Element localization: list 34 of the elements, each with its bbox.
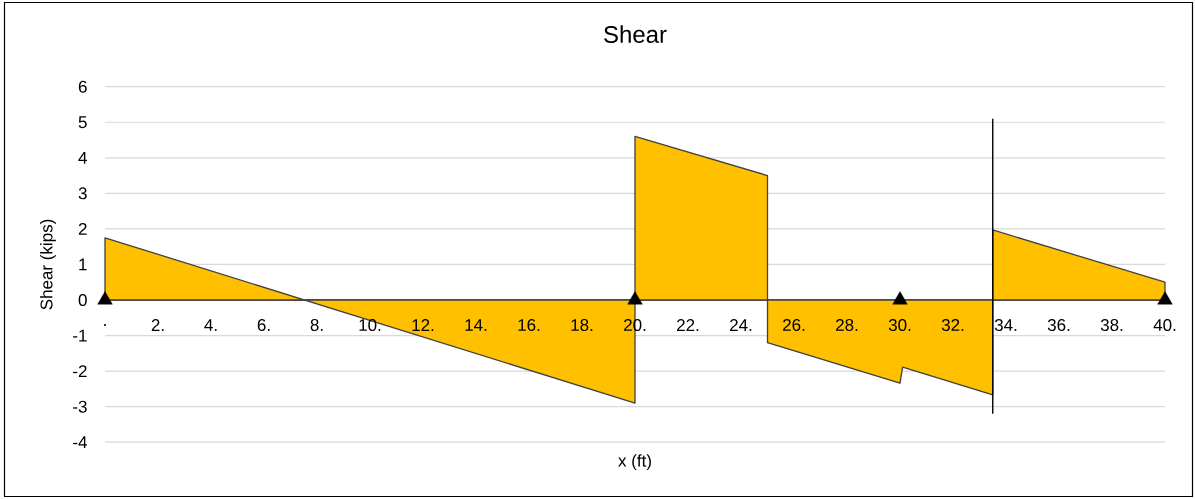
- x-tick-label: 38.: [1100, 318, 1123, 332]
- y-tick-label: -4: [73, 436, 87, 449]
- x-tick-label: 30.: [888, 318, 911, 332]
- x-axis-title: x (ft): [618, 454, 651, 471]
- y-tick-label: -1: [73, 329, 87, 342]
- x-tick-label: 6.: [257, 318, 270, 332]
- x-tick-label: 26.: [783, 318, 805, 332]
- x-tick-label: 32.: [941, 318, 964, 332]
- x-tick-label: 14.: [465, 319, 487, 331]
- x-tick-label: 36.: [1047, 318, 1070, 332]
- y-tick-label: -2: [73, 365, 87, 378]
- x-tick-label: 34.: [994, 318, 1017, 332]
- chart-title: Shear: [604, 25, 667, 43]
- x-tick-label: 22.: [677, 319, 699, 331]
- y-tick-label: 4: [78, 151, 87, 164]
- y-tick-label: 5: [78, 116, 87, 129]
- x-tick-label: 18.: [571, 318, 593, 332]
- x-tick-label: 2.: [151, 319, 164, 331]
- x-tick-label: 10.: [359, 318, 381, 332]
- x-tick-label: 16.: [518, 318, 540, 332]
- x-tick-label: 40.: [1153, 318, 1176, 332]
- x-tick-label: .: [104, 324, 106, 326]
- y-tick-label: -3: [73, 400, 87, 413]
- y-tick-label: 1: [79, 258, 87, 271]
- x-tick-label: 12.: [412, 319, 434, 331]
- y-axis-title: Shear (kips): [40, 219, 56, 310]
- x-tick-label: 4.: [204, 319, 217, 331]
- y-tick-label: 6: [78, 80, 87, 93]
- x-tick-label: 24.: [730, 319, 752, 331]
- y-tick-label: 3: [78, 187, 87, 200]
- x-tick-label: 28.: [836, 318, 858, 332]
- x-tick-label: 8.: [310, 318, 323, 332]
- y-tick-label: 2: [78, 222, 87, 235]
- y-tick-label: 0: [78, 293, 87, 307]
